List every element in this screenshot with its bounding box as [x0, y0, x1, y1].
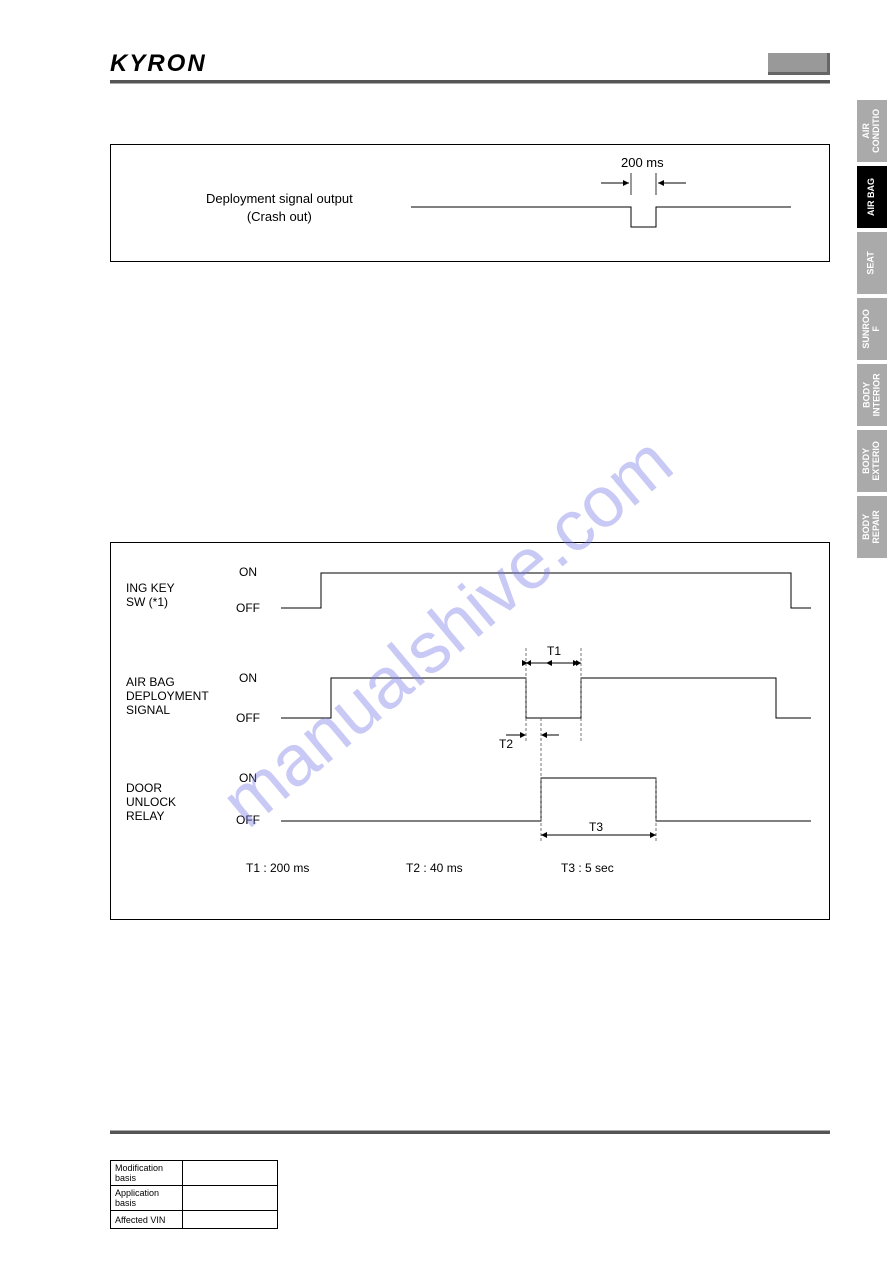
footer-value: [183, 1186, 278, 1211]
page-container: KYRON Deployment signal output (Crash ou…: [110, 50, 830, 960]
tab-body-repair[interactable]: BODY REPAIR: [857, 496, 887, 558]
pulse-duration-label: 200 ms: [621, 155, 664, 170]
header-row: KYRON: [110, 50, 830, 78]
deployment-signal-diagram: Deployment signal output (Crash out): [110, 144, 830, 262]
header-page-box: [768, 53, 830, 75]
footer-value: [183, 1211, 278, 1229]
tab-seat[interactable]: SEAT: [857, 232, 887, 294]
content-area: Deployment signal output (Crash out): [110, 144, 830, 920]
footer-underline: [110, 1130, 830, 1134]
header-underline: [110, 80, 830, 84]
tab-body-exterior[interactable]: BODY EXTERIO: [857, 430, 887, 492]
t3-label: T3: [589, 820, 603, 834]
footer-label: Modification basis: [111, 1161, 183, 1186]
row3-name: DOOR UNLOCK RELAY: [126, 781, 176, 823]
footer-label: Affected VIN: [111, 1211, 183, 1229]
tab-air-bag[interactable]: AIR BAG: [857, 166, 887, 228]
deployment-signal-svg: 200 ms: [111, 145, 829, 261]
row1-off: OFF: [236, 601, 260, 615]
row2-name: AIR BAG DEPLOYMENT SIGNAL: [126, 675, 209, 717]
table-row: Affected VIN: [111, 1211, 278, 1229]
timing-diagram-svg: T1 T2 T3: [111, 543, 829, 919]
t2-timing: T2 : 40 ms: [406, 861, 463, 875]
t2-label: T2: [499, 737, 513, 751]
table-row: Modification basis: [111, 1161, 278, 1186]
footer-label: Application basis: [111, 1186, 183, 1211]
table-row: Application basis: [111, 1186, 278, 1211]
side-tabs: AIR CONDITIO AIR BAG SEAT SUNROO F BODY …: [857, 100, 887, 562]
row1-name: ING KEY SW (*1): [126, 581, 175, 609]
tab-body-interior[interactable]: BODY INTERIOR: [857, 364, 887, 426]
footer-table: Modification basis Application basis Aff…: [110, 1160, 278, 1229]
brand-logo: KYRON: [110, 50, 207, 78]
t1-timing: T1 : 200 ms: [246, 861, 309, 875]
tab-sunroof[interactable]: SUNROO F: [857, 298, 887, 360]
row2-off: OFF: [236, 711, 260, 725]
tab-air-condition[interactable]: AIR CONDITIO: [857, 100, 887, 162]
timing-diagram: T1 T2 T3 ING KEY SW (*1) ON OFF AIR: [110, 542, 830, 920]
t1-label: T1: [547, 644, 561, 658]
row3-on: ON: [239, 771, 257, 785]
row3-off: OFF: [236, 813, 260, 827]
row1-on: ON: [239, 565, 257, 579]
row2-on: ON: [239, 671, 257, 685]
t3-timing: T3 : 5 sec: [561, 861, 614, 875]
footer-value: [183, 1161, 278, 1186]
